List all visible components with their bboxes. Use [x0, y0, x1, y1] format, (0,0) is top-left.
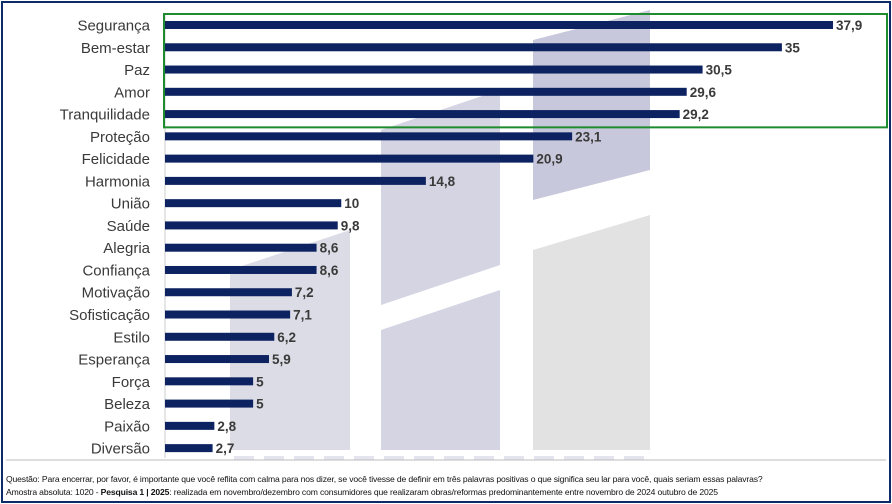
- category-label: Saúde: [107, 218, 150, 235]
- category-label: Paz: [124, 62, 150, 79]
- watermark-logo: [230, 10, 650, 460]
- bar: [165, 377, 254, 386]
- bar: [165, 154, 534, 163]
- highlight-box: [163, 13, 888, 129]
- bar: [165, 221, 338, 230]
- category-label: Amor: [114, 84, 150, 101]
- value-label: 23,1: [575, 129, 602, 144]
- value-label: 5: [256, 374, 264, 389]
- value-label: 14,8: [429, 174, 456, 189]
- value-label: 8,6: [320, 263, 339, 278]
- category-label: Segurança: [77, 18, 150, 35]
- category-label: Bem-estar: [81, 40, 150, 57]
- bar: [165, 310, 291, 319]
- bar: [165, 87, 687, 96]
- bar: [165, 199, 342, 208]
- bar: [165, 265, 317, 274]
- bar: [165, 288, 292, 297]
- value-label: 29,6: [690, 85, 717, 100]
- category-label: Paixão: [104, 418, 150, 435]
- bar: [165, 21, 833, 29]
- value-label: 2,8: [217, 419, 236, 434]
- value-label: 5: [256, 397, 264, 412]
- category-label: Proteção: [90, 129, 150, 146]
- bar: [165, 399, 254, 408]
- category-label: Estilo: [113, 329, 150, 346]
- category-label: Alegria: [103, 240, 150, 257]
- bar: [165, 43, 782, 52]
- category-label: Motivação: [82, 285, 150, 302]
- bar: [165, 65, 703, 74]
- bar: [165, 176, 426, 185]
- value-label: 7,2: [295, 285, 314, 300]
- category-label: Confiança: [82, 262, 150, 279]
- value-label: 9,8: [341, 218, 360, 233]
- value-label: 37,9: [836, 18, 862, 33]
- category-label: Tranquilidade: [60, 107, 150, 124]
- bar: [165, 355, 269, 364]
- value-label: 29,2: [683, 107, 709, 122]
- category-label: Beleza: [104, 396, 151, 413]
- bar: [165, 243, 317, 252]
- value-label: 30,5: [706, 63, 733, 78]
- bar: [165, 444, 213, 453]
- value-label: 6,2: [277, 330, 296, 345]
- footer-question: Questão: Para encerrar, por favor, é imp…: [6, 474, 763, 484]
- bar: [165, 332, 275, 341]
- value-label: 8,6: [320, 241, 339, 256]
- value-label: 2,7: [216, 441, 235, 456]
- bar: [165, 421, 215, 430]
- bar: [165, 132, 573, 141]
- value-label: 10: [344, 196, 359, 211]
- category-label: Felicidade: [82, 151, 150, 168]
- value-label: 5,9: [272, 352, 291, 367]
- value-label: 35: [785, 40, 801, 55]
- footer-sample: Amostra absoluta: 1020 - Pesquisa 1 | 20…: [6, 487, 718, 497]
- category-label: União: [111, 196, 150, 213]
- category-label: Harmonia: [85, 173, 151, 190]
- category-label: Esperança: [78, 352, 150, 369]
- category-label: Diversão: [91, 441, 150, 458]
- survey-label: Pesquisa 1 | 2025: [100, 487, 170, 497]
- bar: [165, 110, 680, 119]
- sample-suffix: : realizada em novembro/dezembro com con…: [169, 487, 718, 497]
- value-label: 7,1: [293, 308, 312, 323]
- sample-prefix: Amostra absoluta: 1020 -: [6, 487, 101, 497]
- category-label: Força: [112, 374, 151, 391]
- category-label: Sofisticação: [69, 307, 150, 324]
- value-label: 20,9: [536, 152, 562, 167]
